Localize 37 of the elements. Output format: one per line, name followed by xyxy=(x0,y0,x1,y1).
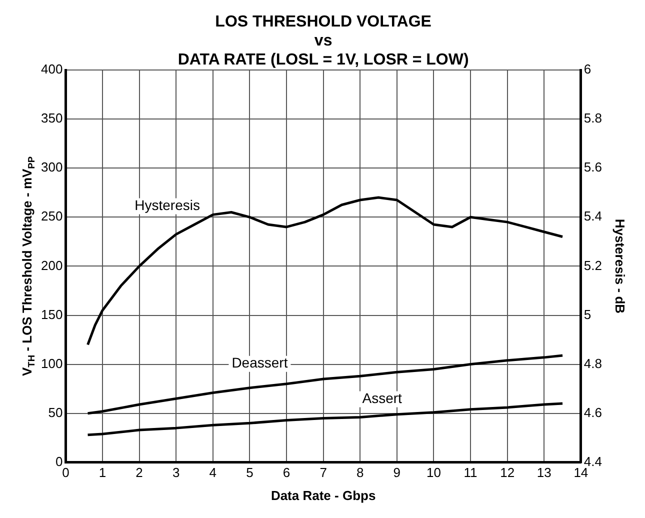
x-tick-label: 8 xyxy=(356,464,364,480)
series-label: Deassert xyxy=(232,354,288,371)
x-tick-label: 9 xyxy=(393,464,401,480)
y-tick-label: 200 xyxy=(40,258,63,273)
y-tick-label: 250 xyxy=(40,208,63,224)
y2-axis-title: Hysteresis - dB xyxy=(612,218,628,314)
y-tick-label: 400 xyxy=(40,62,63,77)
series-label: Hysteresis xyxy=(134,197,200,214)
y-tick-label: 100 xyxy=(40,356,63,371)
x-tick-label: 6 xyxy=(282,464,290,480)
x-tick-label: 2 xyxy=(136,464,143,480)
x-tick-label: 1 xyxy=(98,464,106,480)
y-axis-title: VTH - LOS Threshold Voltage - mVPP xyxy=(20,156,36,376)
y-tick-label: 50 xyxy=(48,404,63,420)
y-tick-label: 300 xyxy=(40,160,63,175)
chart-title: LOS THRESHOLD VOLTAGE vs DATA RATE (LOSL = 1V, LOSR = LOW) xyxy=(178,13,469,68)
y2-tick-label: 5.2 xyxy=(584,258,602,273)
x-tick-label: 12 xyxy=(500,464,515,480)
y2-tick-label: 5.8 xyxy=(584,110,602,126)
y2-tick-label: 5.6 xyxy=(584,160,602,175)
series-label: Assert xyxy=(362,390,402,406)
y2-tick-label: 4.8 xyxy=(584,356,602,371)
x-tick-label: 11 xyxy=(464,464,478,480)
y-tick-label: 150 xyxy=(40,306,63,322)
x-tick-label: 13 xyxy=(536,464,552,480)
y2-tick-label: 5 xyxy=(584,306,592,322)
x-tick-label: 3 xyxy=(172,464,180,480)
y2-tick-label: 5.4 xyxy=(584,208,602,224)
x-axis-title: Data Rate - Gbps xyxy=(270,488,376,503)
y-tick-label: 350 xyxy=(40,110,63,126)
x-tick-label: 5 xyxy=(246,464,254,480)
y2-tick-label: 6 xyxy=(584,62,592,77)
x-tick-label: 10 xyxy=(426,464,441,480)
x-tick-label: 4 xyxy=(209,464,217,480)
y-tick-label: 0 xyxy=(55,454,63,469)
y2-tick-label: 4.6 xyxy=(584,404,602,420)
x-tick-label: 7 xyxy=(320,464,327,480)
